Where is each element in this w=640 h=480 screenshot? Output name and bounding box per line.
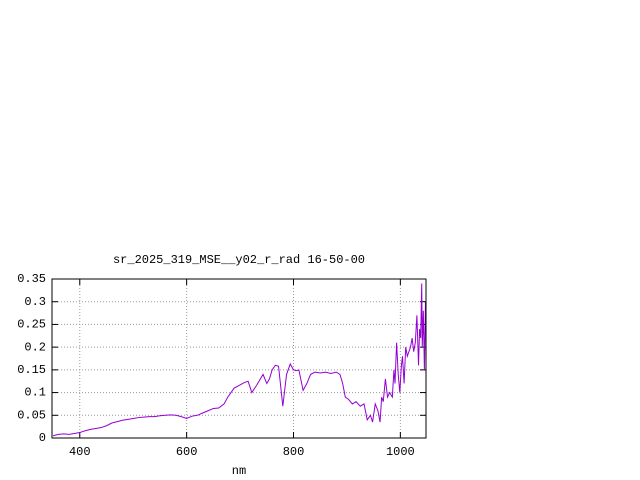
- x-tick-label: 600: [176, 445, 198, 459]
- x-tick-label: 400: [69, 445, 91, 459]
- y-tick-label: 0: [39, 431, 46, 445]
- chart-title: sr_2025_319_MSE__y02_r_rad 16-50-00: [113, 253, 365, 267]
- y-tick-label: 0.1: [24, 386, 46, 400]
- plot-border: [51, 278, 427, 439]
- y-tick-label: 0.15: [17, 363, 46, 377]
- x-tick-label: 800: [283, 445, 305, 459]
- y-tick-label: 0.2: [24, 340, 46, 354]
- y-tick-label: 0.25: [17, 318, 46, 332]
- y-tick-label: 0.35: [17, 272, 46, 286]
- data-line: [52, 283, 427, 437]
- y-tick-label: 0.3: [24, 295, 46, 309]
- x-tick-label: 1000: [386, 445, 415, 459]
- x-axis-label: nm: [232, 464, 246, 478]
- y-tick-label: 0.05: [17, 408, 46, 422]
